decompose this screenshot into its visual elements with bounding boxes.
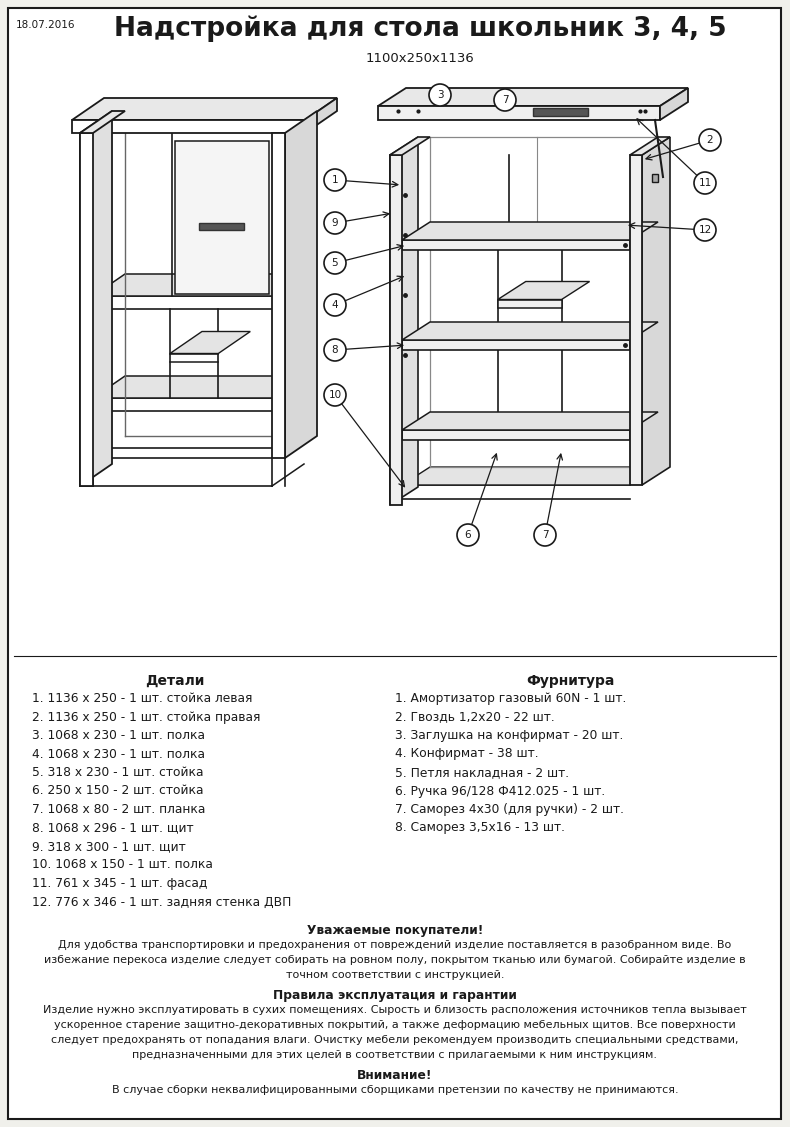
Text: 3. Заглушка на конфирмат - 20 шт.: 3. Заглушка на конфирмат - 20 шт. [395, 729, 623, 742]
Text: 4: 4 [332, 300, 338, 310]
Text: 7: 7 [542, 530, 548, 540]
Polygon shape [72, 119, 305, 133]
Polygon shape [285, 110, 317, 458]
Polygon shape [378, 106, 660, 119]
Polygon shape [402, 322, 658, 340]
Polygon shape [660, 88, 688, 119]
Polygon shape [402, 240, 630, 250]
Polygon shape [642, 137, 670, 485]
Polygon shape [175, 141, 269, 294]
Polygon shape [498, 282, 589, 300]
Polygon shape [93, 376, 304, 398]
Polygon shape [402, 412, 658, 431]
Polygon shape [305, 98, 337, 133]
Polygon shape [93, 133, 272, 458]
Text: 11. 761 х 345 - 1 шт. фасад: 11. 761 х 345 - 1 шт. фасад [32, 877, 207, 890]
Text: 1100x250x1136: 1100x250x1136 [366, 52, 474, 65]
Text: 3. 1068 х 230 - 1 шт. полка: 3. 1068 х 230 - 1 шт. полка [32, 729, 205, 742]
Polygon shape [80, 110, 125, 133]
Text: 10. 1068 х 150 - 1 шт. полка: 10. 1068 х 150 - 1 шт. полка [32, 859, 213, 871]
Text: Надстройка для стола школьник 3, 4, 5: Надстройка для стола школьник 3, 4, 5 [114, 16, 726, 43]
Circle shape [324, 384, 346, 406]
Polygon shape [402, 340, 630, 350]
Polygon shape [402, 222, 658, 240]
Text: 2. Гвоздь 1,2х20 - 22 шт.: 2. Гвоздь 1,2х20 - 22 шт. [395, 710, 555, 724]
Text: Фурнитура: Фурнитура [526, 674, 614, 687]
Circle shape [534, 524, 556, 545]
Text: Для удобства транспортировки и предохранения от повреждений изделие поставляется: Для удобства транспортировки и предохран… [58, 940, 732, 950]
Circle shape [324, 169, 346, 190]
Polygon shape [533, 108, 588, 116]
Text: 7: 7 [502, 95, 508, 105]
Polygon shape [390, 137, 418, 505]
Text: Уважаемые покупатели!: Уважаемые покупатели! [307, 924, 483, 937]
Circle shape [457, 524, 479, 545]
Text: точном соответствии с инструкцией.: точном соответствии с инструкцией. [286, 970, 504, 980]
Text: 12. 776 х 346 - 1 шт. задняя стенка ДВП: 12. 776 х 346 - 1 шт. задняя стенка ДВП [32, 896, 292, 908]
Circle shape [324, 294, 346, 316]
Text: 4. 1068 х 230 - 1 шт. полка: 4. 1068 х 230 - 1 шт. полка [32, 747, 205, 761]
Circle shape [324, 252, 346, 274]
Text: 8. Саморез 3,5х16 - 13 шт.: 8. Саморез 3,5х16 - 13 шт. [395, 822, 565, 834]
Circle shape [694, 219, 716, 241]
Text: следует предохранять от попадания влаги. Очистку мебели рекомендуем производить : следует предохранять от попадания влаги.… [51, 1035, 739, 1045]
Circle shape [694, 172, 716, 194]
Text: В случае сборки неквалифицированными сборщиками претензии по качеству не принима: В случае сборки неквалифицированными сбо… [111, 1085, 679, 1095]
Text: Изделие нужно эксплуатировать в сухих помещениях. Сырость и близость расположени: Изделие нужно эксплуатировать в сухих по… [43, 1005, 747, 1015]
Text: 5: 5 [332, 258, 338, 268]
Text: 7. Саморез 4х30 (для ручки) - 2 шт.: 7. Саморез 4х30 (для ручки) - 2 шт. [395, 804, 624, 816]
Polygon shape [199, 222, 244, 230]
Circle shape [429, 85, 451, 106]
Circle shape [699, 128, 721, 151]
Polygon shape [80, 110, 112, 486]
Text: 4. Конфирмат - 38 шт.: 4. Конфирмат - 38 шт. [395, 747, 539, 761]
Text: 1: 1 [332, 175, 338, 185]
Text: 8. 1068 х 296 - 1 шт. щит: 8. 1068 х 296 - 1 шт. щит [32, 822, 194, 834]
Polygon shape [170, 331, 250, 354]
Text: 6. 250 х 150 - 2 шт. стойка: 6. 250 х 150 - 2 шт. стойка [32, 784, 204, 798]
Text: 5. Петля накладная - 2 шт.: 5. Петля накладная - 2 шт. [395, 766, 569, 779]
Polygon shape [630, 156, 642, 485]
Text: 8: 8 [332, 345, 338, 355]
Polygon shape [630, 137, 670, 156]
Text: избежание перекоса изделие следует собирать на ровном полу, покрытом тканью или : избежание перекоса изделие следует собир… [44, 955, 746, 965]
Text: 9: 9 [332, 218, 338, 228]
Text: 10: 10 [329, 390, 341, 400]
Text: Детали: Детали [145, 674, 205, 687]
Text: 7. 1068 х 80 - 2 шт. планка: 7. 1068 х 80 - 2 шт. планка [32, 804, 205, 816]
Text: 11: 11 [698, 178, 712, 188]
Text: 2: 2 [707, 135, 713, 145]
Polygon shape [498, 300, 562, 308]
Text: 6. Ручка 96/128 Ф412.025 - 1 шт.: 6. Ручка 96/128 Ф412.025 - 1 шт. [395, 784, 605, 798]
Polygon shape [390, 156, 402, 505]
Circle shape [324, 212, 346, 234]
Text: 1. Амортизатор газовый 60N - 1 шт.: 1. Амортизатор газовый 60N - 1 шт. [395, 692, 626, 706]
Polygon shape [93, 274, 304, 296]
Text: Правила эксплуатация и гарантии: Правила эксплуатация и гарантии [273, 990, 517, 1002]
Polygon shape [72, 98, 337, 119]
Polygon shape [80, 133, 93, 486]
Text: 6: 6 [465, 530, 472, 540]
Bar [652, 174, 658, 181]
Polygon shape [402, 467, 658, 485]
Text: ускоренное старение защитно-декоративных покрытий, а также деформацию мебельных : ускоренное старение защитно-декоративных… [55, 1020, 735, 1030]
Text: Внимание!: Внимание! [357, 1070, 433, 1082]
Text: 9. 318 х 300 - 1 шт. щит: 9. 318 х 300 - 1 шт. щит [32, 840, 186, 853]
Text: 2. 1136 х 250 - 1 шт. стойка правая: 2. 1136 х 250 - 1 шт. стойка правая [32, 710, 261, 724]
Polygon shape [402, 431, 630, 440]
Text: 12: 12 [698, 225, 712, 236]
Text: 18.07.2016: 18.07.2016 [16, 20, 76, 30]
Text: 1. 1136 х 250 - 1 шт. стойка левая: 1. 1136 х 250 - 1 шт. стойка левая [32, 692, 252, 706]
Polygon shape [272, 133, 285, 458]
Circle shape [324, 339, 346, 361]
Text: 5. 318 х 230 - 1 шт. стойка: 5. 318 х 230 - 1 шт. стойка [32, 766, 204, 779]
Text: 3: 3 [437, 90, 443, 100]
Circle shape [494, 89, 516, 110]
Polygon shape [378, 88, 688, 106]
Polygon shape [390, 137, 430, 156]
Text: предназначенными для этих целей в соответствии с прилагаемыми к ним инструкциям.: предназначенными для этих целей в соотве… [133, 1050, 657, 1061]
